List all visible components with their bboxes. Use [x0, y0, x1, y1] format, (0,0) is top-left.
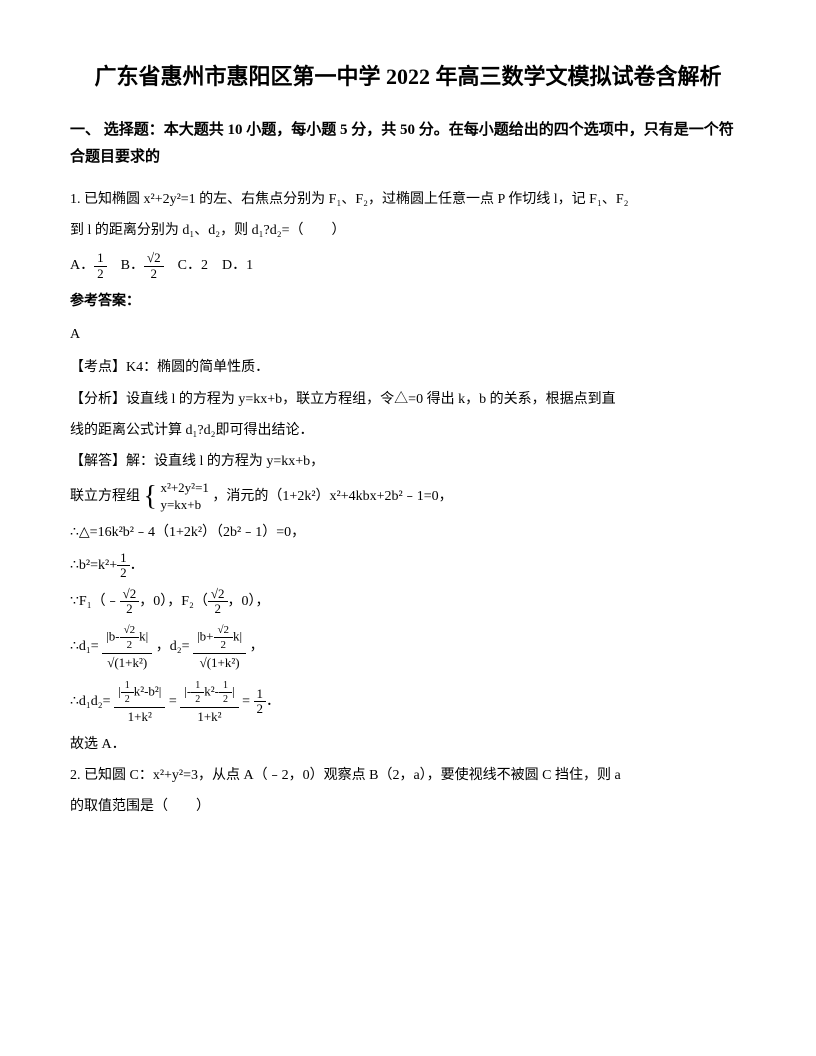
d1d2-frac-1: |12k²-b²| 1+k²	[114, 678, 165, 726]
opt-b-label: B．	[121, 258, 144, 273]
frac-num: |-12k²-12|	[180, 678, 238, 708]
frac-num: √2	[144, 251, 164, 266]
frac-sqrt2-a: √22	[120, 587, 140, 617]
frac-num: 1	[254, 687, 267, 702]
option-d: D．1	[222, 258, 253, 273]
solve-3: ∴△=16k²b²﹣4（1+2k²）（2b²﹣1）=0，	[70, 520, 746, 545]
solve4-prefix: ∴b²=k²+	[70, 558, 117, 573]
solve7-prefix: ∴d₁d₂=	[70, 694, 111, 709]
solve2-prefix: 联立方程组	[70, 489, 140, 504]
frac-num: |12k²-b²|	[114, 678, 165, 708]
d1d2-frac-2: |-12k²-12| 1+k²	[180, 678, 238, 726]
solve5-suffix: ，0），	[228, 594, 270, 609]
d2-den: √(1+k²)	[193, 654, 246, 672]
frac-num: √2	[208, 587, 228, 602]
solve7-suffix: ．	[266, 694, 280, 709]
solve-7: ∴d₁d₂= |12k²-b²| 1+k² = |-12k²-12| 1+k² …	[70, 678, 746, 726]
solve-5: ∵F₁（﹣√22，0），F₂（√22，0），	[70, 587, 746, 617]
frac-den: 1+k²	[180, 708, 238, 726]
q1-text-2: 到 l 的距离分别为 d₁、d₂，则 d₁?d₂=（ ）	[70, 218, 746, 243]
d2-frac: |b+√22k| √(1+k²)	[193, 622, 246, 672]
analysis-1: 【分析】设直线 l 的方程为 y=kx+b，联立方程组，令△=0 得出 k，b …	[70, 387, 746, 412]
option-c: C．2	[178, 258, 208, 273]
frac-half-2: 12	[117, 551, 130, 581]
frac-den: 2	[144, 267, 164, 281]
frac-num: 1	[117, 551, 130, 566]
d2-num: |b+√22k|	[193, 622, 246, 654]
equation-group: x²+2y²=1 y=kx+b	[160, 480, 208, 514]
frac-den: 2	[117, 566, 130, 580]
d1-frac: |b-√22k| √(1+k²)	[102, 622, 152, 672]
q1-options: A．12 B．√22 C．2 D．1	[70, 251, 746, 281]
answer-value: A	[70, 322, 746, 347]
d1-den: √(1+k²)	[102, 654, 152, 672]
frac-den: 2	[120, 602, 140, 616]
answer-label: 参考答案：	[70, 289, 746, 314]
question-1: 1. 已知椭圆 x²+2y²=1 的左、右焦点分别为 F₁、F₂，过椭圆上任意一…	[70, 187, 746, 243]
solve2-suffix: ，消元的（1+2k²）x²+4kbx+2b²﹣1=0，	[212, 489, 452, 504]
eq2: y=kx+b	[160, 497, 208, 514]
frac-den: 2	[208, 602, 228, 616]
section-header: 一、 选择题：本大题共 10 小题，每小题 5 分，共 50 分。在每小题给出的…	[70, 117, 746, 171]
q1-text-1: 1. 已知椭圆 x²+2y²=1 的左、右焦点分别为 F₁、F₂，过椭圆上任意一…	[70, 187, 746, 212]
q2-line2: 的取值范围是（ ）	[70, 794, 746, 819]
frac-sqrt2-b: √22	[208, 587, 228, 617]
conclusion: 故选 A．	[70, 732, 746, 757]
solve-6: ∴d₁= |b-√22k| √(1+k²) ，d₂= |b+√22k| √(1+…	[70, 622, 746, 672]
document-title: 广东省惠州市惠阳区第一中学 2022 年高三数学文模拟试卷含解析	[70, 60, 746, 93]
opt-a-label: A．	[70, 258, 94, 273]
solve6-prefix: ∴d₁=	[70, 639, 99, 654]
q2-line1: 2. 已知圆 C：x²+y²=3，从点 A（﹣2，0）观察点 B（2，a），要使…	[70, 763, 746, 788]
solve6-mid: ，d₂=	[156, 639, 190, 654]
frac-half: 12	[94, 251, 107, 281]
solve5-mid: ，0），F₂（	[139, 594, 208, 609]
frac-den: 1+k²	[114, 708, 165, 726]
option-a: A．12	[70, 258, 110, 273]
eq1: x²+2y²=1	[160, 480, 208, 497]
exam-point: 【考点】K4：椭圆的简单性质．	[70, 355, 746, 380]
eq-sign: =	[169, 694, 177, 709]
result-frac: 12	[254, 687, 267, 717]
frac-num: √2	[120, 587, 140, 602]
solve4-suffix: ．	[130, 558, 144, 573]
solve-1: 【解答】解：设直线 l 的方程为 y=kx+b，	[70, 449, 746, 474]
d1-num: |b-√22k|	[102, 622, 152, 654]
frac-sqrt2-2: √22	[144, 251, 164, 281]
question-2: 2. 已知圆 C：x²+y²=3，从点 A（﹣2，0）观察点 B（2，a），要使…	[70, 763, 746, 819]
solve5-prefix: ∵F₁（﹣	[70, 594, 120, 609]
frac-den: 2	[254, 702, 267, 716]
analysis-2: 线的距离公式计算 d₁?d₂即可得出结论．	[70, 418, 746, 443]
option-b: B．√22	[121, 258, 167, 273]
frac-den: 2	[94, 267, 107, 281]
solve-2: 联立方程组 { x²+2y²=1 y=kx+b ，消元的（1+2k²）x²+4k…	[70, 480, 746, 514]
left-brace-icon: {	[144, 483, 157, 511]
frac-num: 1	[94, 251, 107, 266]
solve-4: ∴b²=k²+12．	[70, 551, 746, 581]
solve6-suffix: ，	[250, 639, 264, 654]
eq-sign-2: =	[242, 694, 250, 709]
